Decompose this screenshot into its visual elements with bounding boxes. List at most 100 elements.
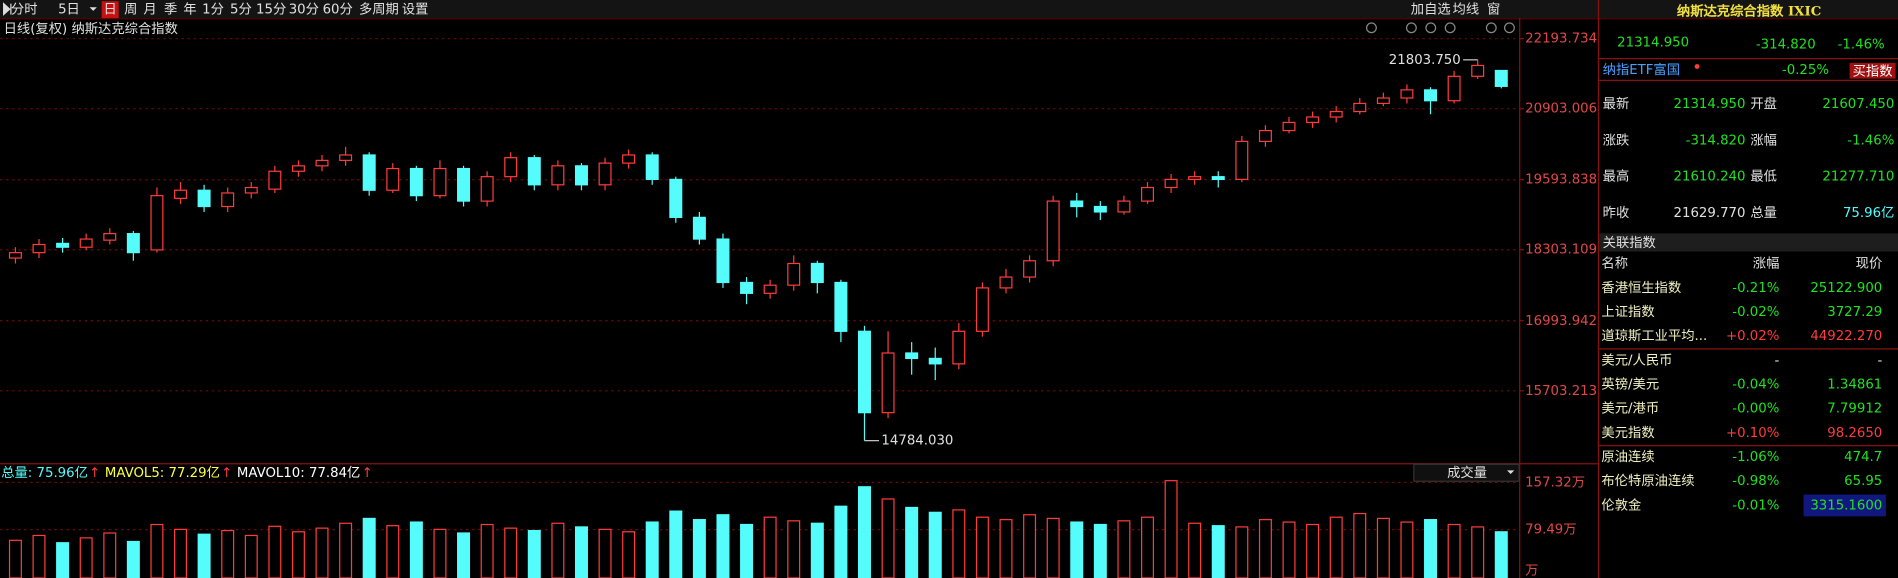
row-pct: -1.06% xyxy=(1732,450,1779,465)
tab[interactable]: 月 xyxy=(143,3,156,18)
tab[interactable]: 年 xyxy=(183,2,196,18)
candle-body xyxy=(1494,69,1508,87)
candle-body xyxy=(1376,97,1390,105)
candle-body xyxy=(622,154,636,164)
candle-body xyxy=(291,165,305,172)
candle-body xyxy=(787,262,801,286)
active-tab xyxy=(101,1,119,19)
candle-body xyxy=(1023,260,1037,278)
volume-bar xyxy=(362,517,376,578)
candle-body xyxy=(221,192,235,208)
volume-bar xyxy=(763,516,777,578)
row-name[interactable]: 美元/港币 xyxy=(1601,401,1659,417)
tab[interactable]: 分时 xyxy=(11,2,38,18)
volume-bar xyxy=(1400,521,1414,578)
quote-price: 21314.950 xyxy=(1617,35,1689,50)
tab[interactable]: 5分 xyxy=(230,2,252,18)
volume-bar xyxy=(433,528,447,578)
max-label: 21803.750 xyxy=(1389,53,1461,68)
tab[interactable]: 周 xyxy=(124,3,137,18)
tab[interactable]: 1分 xyxy=(202,2,224,18)
tool-icon[interactable] xyxy=(1503,22,1515,34)
candle-body xyxy=(527,157,541,186)
row-name[interactable]: 美元/人民币 xyxy=(1601,352,1672,368)
etf-name[interactable]: 纳指ETF富国 xyxy=(1603,61,1680,78)
toolbar-button[interactable]: 加自选 xyxy=(1411,2,1451,18)
candle-body xyxy=(881,352,895,414)
row-price: 7.79912 xyxy=(1827,402,1882,417)
legend-label: MAVOL5: 77.29亿 xyxy=(105,465,220,481)
candle-body xyxy=(645,154,659,180)
volume-bar xyxy=(669,510,683,578)
volume-bar xyxy=(291,531,305,578)
row-name[interactable]: 香港恒生指数 xyxy=(1601,280,1681,296)
volume-bar xyxy=(315,527,329,578)
tab[interactable]: 设置 xyxy=(402,2,429,18)
volume-bar xyxy=(1141,516,1155,578)
field-value: 21610.240 xyxy=(1674,170,1746,185)
candle-body xyxy=(79,238,93,248)
back-icon[interactable] xyxy=(3,2,12,16)
y-tick-label: 19593.838 xyxy=(1525,173,1597,188)
candle-body xyxy=(716,238,730,284)
column-header: 现价 xyxy=(1856,257,1883,272)
tool-icon[interactable] xyxy=(1485,22,1497,34)
row-price: 25122.900 xyxy=(1810,281,1882,296)
toolbar-button[interactable]: 窗 xyxy=(1487,1,1500,18)
volume-bar xyxy=(881,498,895,578)
legend-label: 总量: 75.96亿 xyxy=(1,465,88,481)
min-label: 14784.030 xyxy=(881,434,953,449)
volume-bar xyxy=(598,528,612,578)
toolbar-button[interactable]: 均线 xyxy=(1453,2,1480,18)
candle-body xyxy=(834,281,848,332)
row-pct: -0.98% xyxy=(1732,474,1779,489)
buy-label[interactable]: 买指数 xyxy=(1853,63,1893,79)
candle-body xyxy=(551,165,565,186)
volume-bar xyxy=(1258,519,1272,578)
tool-icon[interactable] xyxy=(1366,22,1377,34)
y-tick-label: 20903.006 xyxy=(1525,102,1597,117)
row-name[interactable]: 布伦特原油连续 xyxy=(1601,473,1694,489)
volume-bar xyxy=(527,529,541,578)
row-pct: +0.02% xyxy=(1726,329,1779,344)
tab[interactable]: 15分 xyxy=(256,2,286,18)
unit-label: 万 xyxy=(1525,564,1538,578)
selector-box[interactable] xyxy=(1413,463,1520,482)
tab[interactable]: 日 xyxy=(103,3,116,18)
volume-bar xyxy=(1424,519,1438,578)
tab[interactable]: 多周期 xyxy=(359,1,399,18)
buy-button[interactable] xyxy=(1849,62,1896,79)
volume-bar xyxy=(221,529,235,578)
candle-body xyxy=(669,178,683,218)
quote-pct: -1.46% xyxy=(1838,38,1885,53)
row-name[interactable]: 英镑/美元 xyxy=(1601,376,1659,393)
tab[interactable]: 季 xyxy=(164,2,177,18)
row-name[interactable]: 原油连续 xyxy=(1601,449,1654,465)
y-tick-label: 79.49万 xyxy=(1525,523,1576,538)
field-label: 最低 xyxy=(1750,169,1777,185)
tool-icon[interactable] xyxy=(1405,22,1417,34)
selector[interactable]: 成交量 xyxy=(1447,464,1487,481)
volume-bar xyxy=(1447,523,1461,578)
y-tick-label: 157.32万 xyxy=(1525,475,1585,490)
candle-body xyxy=(574,165,588,186)
candle-body xyxy=(1400,89,1414,99)
candle-body xyxy=(32,243,46,254)
volume-bar xyxy=(999,519,1013,578)
tab[interactable]: 5日 xyxy=(58,3,80,18)
tab[interactable]: 60分 xyxy=(323,2,353,18)
candle-body xyxy=(1093,205,1107,213)
row-name[interactable]: 上证指数 xyxy=(1601,304,1654,320)
row-name[interactable]: 道琼斯工业平均... xyxy=(1601,328,1707,344)
volume-bar xyxy=(622,531,636,578)
tool-icon[interactable] xyxy=(1444,22,1456,34)
candle-body xyxy=(315,159,329,167)
tab[interactable]: 30分 xyxy=(289,2,319,18)
volume-bar xyxy=(716,514,730,578)
y-tick-label: 15703.213 xyxy=(1525,384,1597,399)
row-name[interactable]: 伦敦金 xyxy=(1601,497,1641,513)
tool-icon[interactable] xyxy=(1425,22,1437,34)
row-name[interactable]: 美元指数 xyxy=(1601,425,1654,441)
volume-bar xyxy=(174,528,188,578)
volume-bar xyxy=(551,522,565,578)
